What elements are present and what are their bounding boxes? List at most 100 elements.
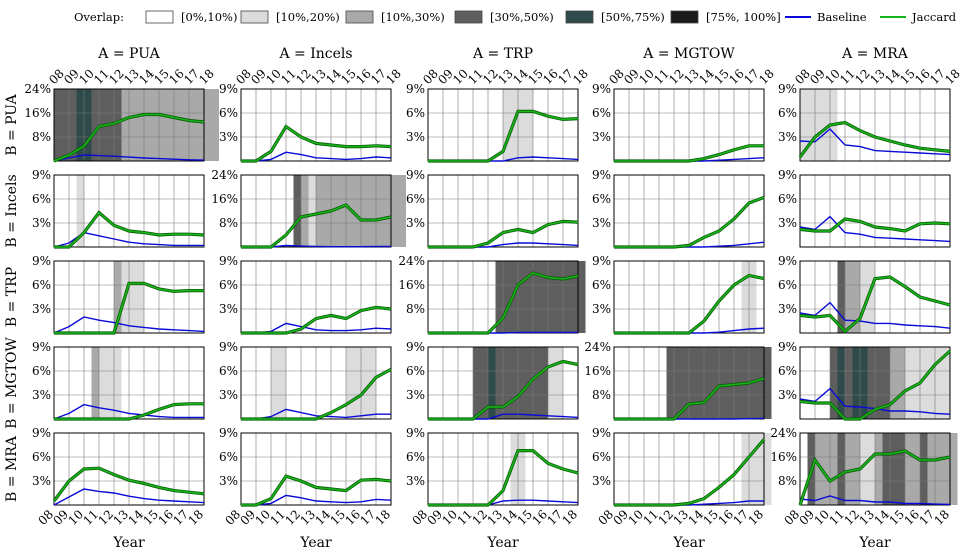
jaccard-line xyxy=(614,274,765,334)
jaccard-line xyxy=(241,125,392,162)
y-tick-label: 9% xyxy=(592,254,611,268)
overlap-band xyxy=(76,175,84,247)
y-tick-label: 3% xyxy=(592,302,611,316)
legend-swatch-bin-3 xyxy=(345,10,374,24)
y-tick-label: 8% xyxy=(406,302,425,316)
y-tick-label: 9% xyxy=(406,82,425,96)
y-tick-label: 9% xyxy=(219,340,238,354)
y-tick-label: 3% xyxy=(778,302,797,316)
x-tick-label: 18 xyxy=(756,66,777,87)
overlap-band xyxy=(867,347,890,419)
jaccard-line xyxy=(428,449,579,506)
y-tick-label: 3% xyxy=(778,388,797,402)
baseline-line xyxy=(241,494,392,506)
overlap-band xyxy=(830,347,838,419)
y-tick-label: 3% xyxy=(219,130,238,144)
x-tick-label: 18 xyxy=(931,507,952,528)
y-tick-label: 6% xyxy=(778,192,797,206)
y-tick-label: 9% xyxy=(592,82,611,96)
y-tick-label: 3% xyxy=(406,216,425,230)
y-tick-label: 16% xyxy=(770,450,797,464)
y-tick-label: 3% xyxy=(219,474,238,488)
panel-mgtow-pua: 3% 6% 9% B = MGTOW xyxy=(4,337,205,429)
y-tick-label: 9% xyxy=(406,340,425,354)
y-tick-label: 8% xyxy=(592,388,611,402)
y-tick-label: 9% xyxy=(592,426,611,440)
overlap-band xyxy=(121,89,219,161)
baseline-line xyxy=(53,154,205,162)
y-tick-label: 3% xyxy=(592,474,611,488)
y-tick-label: 24% xyxy=(24,82,51,96)
column-title: A = MGTOW xyxy=(642,46,735,62)
baseline-line xyxy=(799,495,951,506)
overlap-band xyxy=(91,89,99,161)
y-tick-label: 3% xyxy=(406,474,425,488)
panel-frame xyxy=(799,88,951,162)
y-tick-label: 9% xyxy=(32,168,51,182)
legend-swatch-bin-4 xyxy=(454,10,483,24)
panel-frame xyxy=(53,260,205,334)
jaccard-line xyxy=(428,360,579,420)
panel-trp-pua: 3% 6% 9% B = TRP xyxy=(4,254,205,335)
legend-label-baseline: Baseline xyxy=(817,10,867,24)
panel-frame xyxy=(427,346,579,420)
jaccard-line xyxy=(799,276,951,333)
row-label: B = MRA xyxy=(4,435,20,502)
panel-frame xyxy=(240,88,392,162)
y-tick-label: 3% xyxy=(32,302,51,316)
y-tick-label: 3% xyxy=(406,388,425,402)
y-tick-label: 6% xyxy=(32,278,51,292)
y-tick-label: 3% xyxy=(592,216,611,230)
x-tick-label: 18 xyxy=(383,66,404,87)
jaccard-line xyxy=(241,475,392,506)
overlap-band xyxy=(323,175,406,247)
panel-mgtow-trp: 3% 6% 9% xyxy=(406,340,579,421)
jaccard-line xyxy=(799,218,951,232)
y-tick-label: 6% xyxy=(592,192,611,206)
jaccard-line xyxy=(799,350,951,420)
legend-label-bin-6: [75%, 100%] xyxy=(706,10,781,24)
overlap-band xyxy=(845,261,860,333)
panel-mgtow-incels: 3% 6% 9% xyxy=(219,340,392,421)
y-tick-label: 3% xyxy=(219,302,238,316)
y-tick-label: 16% xyxy=(584,364,611,378)
overlap-band xyxy=(845,347,853,419)
y-tick-label: 9% xyxy=(778,254,797,268)
jaccard-line xyxy=(54,211,205,248)
legend-swatch-bin-2 xyxy=(240,10,269,24)
x-axis-label: Year xyxy=(486,535,519,551)
y-tick-label: 6% xyxy=(406,364,425,378)
y-tick-label: 16% xyxy=(24,106,51,120)
overlap-band xyxy=(129,261,144,333)
jaccard-line xyxy=(53,113,205,162)
overlap-band xyxy=(837,433,845,505)
column-title: A = MRA xyxy=(841,46,909,62)
y-tick-label: 6% xyxy=(32,192,51,206)
legend-swatch-bin-1 xyxy=(145,10,174,24)
panel-trp-mra: 3% 6% 9% xyxy=(778,254,951,334)
y-tick-label: 9% xyxy=(406,168,425,182)
panel-trp-incels: 3% 6% 9% xyxy=(219,254,392,335)
y-tick-label: 24% xyxy=(211,168,238,182)
panel-incels-pua: 3% 6% 9% B = Incels xyxy=(4,168,205,249)
y-tick-label: 6% xyxy=(219,106,238,120)
overlap-band xyxy=(837,261,845,333)
baseline-line xyxy=(53,316,205,334)
overlap-band xyxy=(875,433,883,505)
legend: Overlap: [0%,10%) [10%,20%) [10%,30%) [30%,… xyxy=(74,10,957,24)
y-tick-label: 6% xyxy=(219,364,238,378)
y-tick-label: 16% xyxy=(398,278,425,292)
y-tick-label: 8% xyxy=(778,474,797,488)
x-axis-label: Year xyxy=(672,535,705,551)
jaccard-line xyxy=(614,145,764,162)
overlap-band xyxy=(473,347,488,419)
legend-label-bin-4: [30%,50%) xyxy=(490,10,554,24)
y-tick-label: 6% xyxy=(592,450,611,464)
overlap-band xyxy=(890,347,905,419)
y-tick-label: 6% xyxy=(778,106,797,120)
column-title: A = Incels xyxy=(278,46,352,62)
